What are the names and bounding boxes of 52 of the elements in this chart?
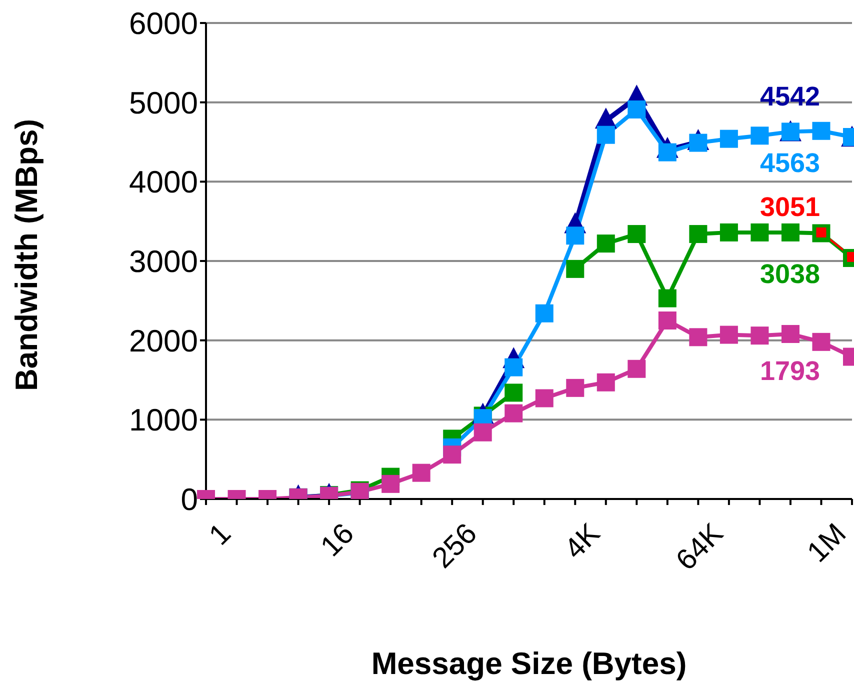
point [566, 260, 584, 278]
x-tick-label: 4K [558, 517, 607, 566]
point [812, 332, 830, 351]
y-tick-label: 3000 [129, 244, 198, 280]
data-label: 1793 [760, 356, 820, 386]
point [535, 389, 554, 408]
point [566, 378, 584, 397]
point [812, 122, 830, 140]
x-tick-label: 1 [203, 518, 238, 552]
x-tick-label: 1M [801, 518, 853, 569]
point [720, 326, 738, 344]
point [443, 446, 462, 464]
data-label: 3038 [760, 258, 820, 289]
point [596, 373, 615, 392]
point [781, 324, 800, 343]
point [781, 223, 800, 242]
point [720, 130, 738, 148]
point [628, 360, 646, 378]
x-tick-label: 16 [314, 518, 360, 564]
x-tick-label: 256 [426, 518, 484, 575]
y-tick-label: 1000 [129, 402, 198, 438]
point [504, 404, 523, 422]
y-tick-label: 0 [180, 482, 198, 518]
point [628, 100, 646, 118]
point [382, 474, 400, 493]
y-tick-label: 5000 [129, 85, 198, 120]
point [689, 225, 708, 244]
point [504, 384, 523, 402]
point [566, 226, 584, 245]
point [750, 126, 769, 145]
point [535, 304, 554, 322]
y-tick-label: 6000 [129, 6, 198, 42]
point [628, 225, 646, 244]
point [596, 234, 615, 253]
x-tick-label: 64K [670, 517, 730, 577]
data-label: 4542 [760, 82, 820, 112]
point [658, 289, 676, 308]
point [412, 464, 430, 482]
point [689, 328, 708, 346]
x-axis-title: Message Size (Bytes) [371, 646, 687, 681]
y-tick-label: 4000 [129, 164, 198, 200]
point [504, 358, 523, 376]
y-tick-label: 2000 [129, 323, 198, 358]
data-label: 3051 [760, 192, 820, 222]
point [658, 312, 676, 330]
data-label: 4563 [760, 148, 820, 178]
y-axis-title: Bandwidth (MBps) [9, 118, 44, 391]
point [596, 126, 615, 144]
point [720, 223, 738, 242]
point [750, 223, 769, 242]
point [750, 326, 769, 345]
point [474, 423, 492, 442]
